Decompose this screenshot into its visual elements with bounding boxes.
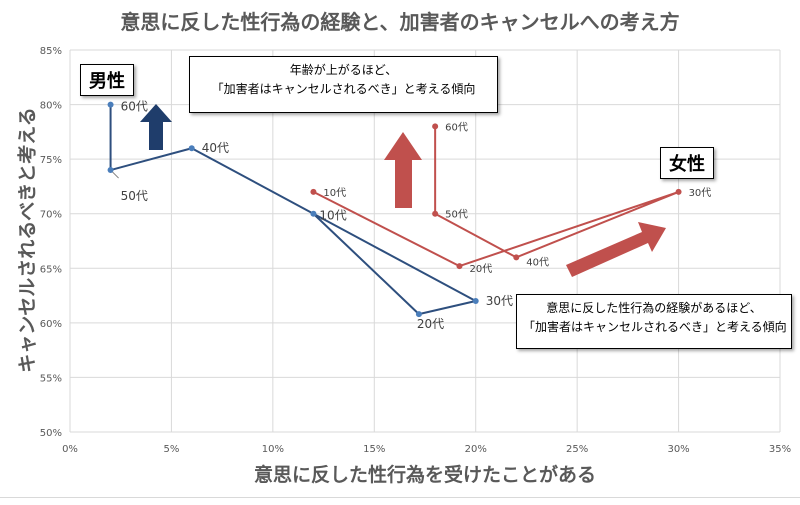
y-tick-label: 50% — [40, 428, 62, 439]
male-label-box: 男性 — [80, 64, 134, 96]
x-tick-label: 35% — [769, 444, 791, 455]
data-label: 10代 — [323, 187, 346, 199]
data-label: 10代 — [319, 209, 346, 223]
data-label: 20代 — [469, 263, 492, 275]
data-point — [456, 263, 463, 270]
data-point — [432, 123, 439, 130]
series-line-female — [312, 126, 680, 268]
x-tick-label: 25% — [566, 444, 588, 455]
male-trend-arrow — [140, 104, 172, 150]
y-tick-label: 75% — [40, 155, 62, 166]
chart-title: 意思に反した性行為の経験と、加害者のキャンセルへの考え方 — [120, 10, 680, 34]
data-label: 20代 — [417, 317, 444, 331]
experience-trend-callout: 意思に反した性行為の経験があるほど、 「加害者はキャンセルされるべき」と考える傾… — [516, 294, 792, 349]
age-trend-callout: 年齢が上がるほど、 「加害者はキャンセルされるべき」と考える傾向 — [189, 56, 498, 113]
y-tick-label: 60% — [40, 319, 62, 330]
data-point — [675, 188, 682, 195]
female-label-box: 女性 — [660, 147, 714, 179]
y-tick-label: 65% — [40, 264, 62, 275]
data-point — [310, 210, 317, 217]
data-point — [107, 167, 114, 174]
y-tick-label: 80% — [40, 101, 62, 112]
data-label: 60代 — [445, 121, 468, 133]
series-line-male — [109, 104, 477, 316]
y-tick-label: 55% — [40, 373, 62, 384]
y-tick-label: 70% — [40, 210, 62, 221]
y-tick-label: 85% — [40, 46, 62, 57]
data-point — [107, 101, 114, 108]
label-leader-line — [112, 171, 119, 179]
data-label: 50代 — [121, 189, 148, 203]
data-point — [513, 254, 520, 261]
x-tick-label: 5% — [163, 444, 179, 455]
experience-trend-callout-line1: 意思に反した性行為の経験があるほど、 — [546, 301, 762, 315]
x-tick-label: 20% — [465, 444, 487, 455]
data-point — [432, 210, 439, 217]
age-trend-callout-line2: 「加害者はキャンセルされるべき」と考える傾向 — [211, 82, 476, 96]
x-tick-label: 30% — [667, 444, 689, 455]
x-tick-label: 15% — [363, 444, 385, 455]
data-label: 30代 — [689, 187, 712, 199]
female-trend-arrow — [384, 132, 422, 208]
bottom-border — [0, 497, 800, 498]
female-experience-arrow — [566, 222, 666, 277]
experience-trend-callout-line2: 「加害者はキャンセルされるべき」と考える傾向 — [523, 320, 787, 334]
age-trend-callout-line1: 年齢が上がるほど、 — [289, 63, 398, 77]
data-point — [472, 298, 479, 305]
x-tick-label: 10% — [262, 444, 284, 455]
y-axis-title: キャンセルされるべきと考える — [16, 107, 39, 373]
x-axis-title: 意思に反した性行為を受けたことがある — [253, 464, 596, 486]
x-tick-label: 0% — [62, 444, 78, 455]
data-label: 40代 — [202, 141, 229, 155]
data-point — [310, 188, 317, 195]
data-point — [188, 145, 195, 152]
data-label: 60代 — [121, 100, 148, 114]
data-label: 30代 — [486, 294, 513, 308]
data-label: 50代 — [445, 209, 468, 221]
data-label: 40代 — [526, 256, 549, 268]
data-point — [415, 311, 422, 318]
